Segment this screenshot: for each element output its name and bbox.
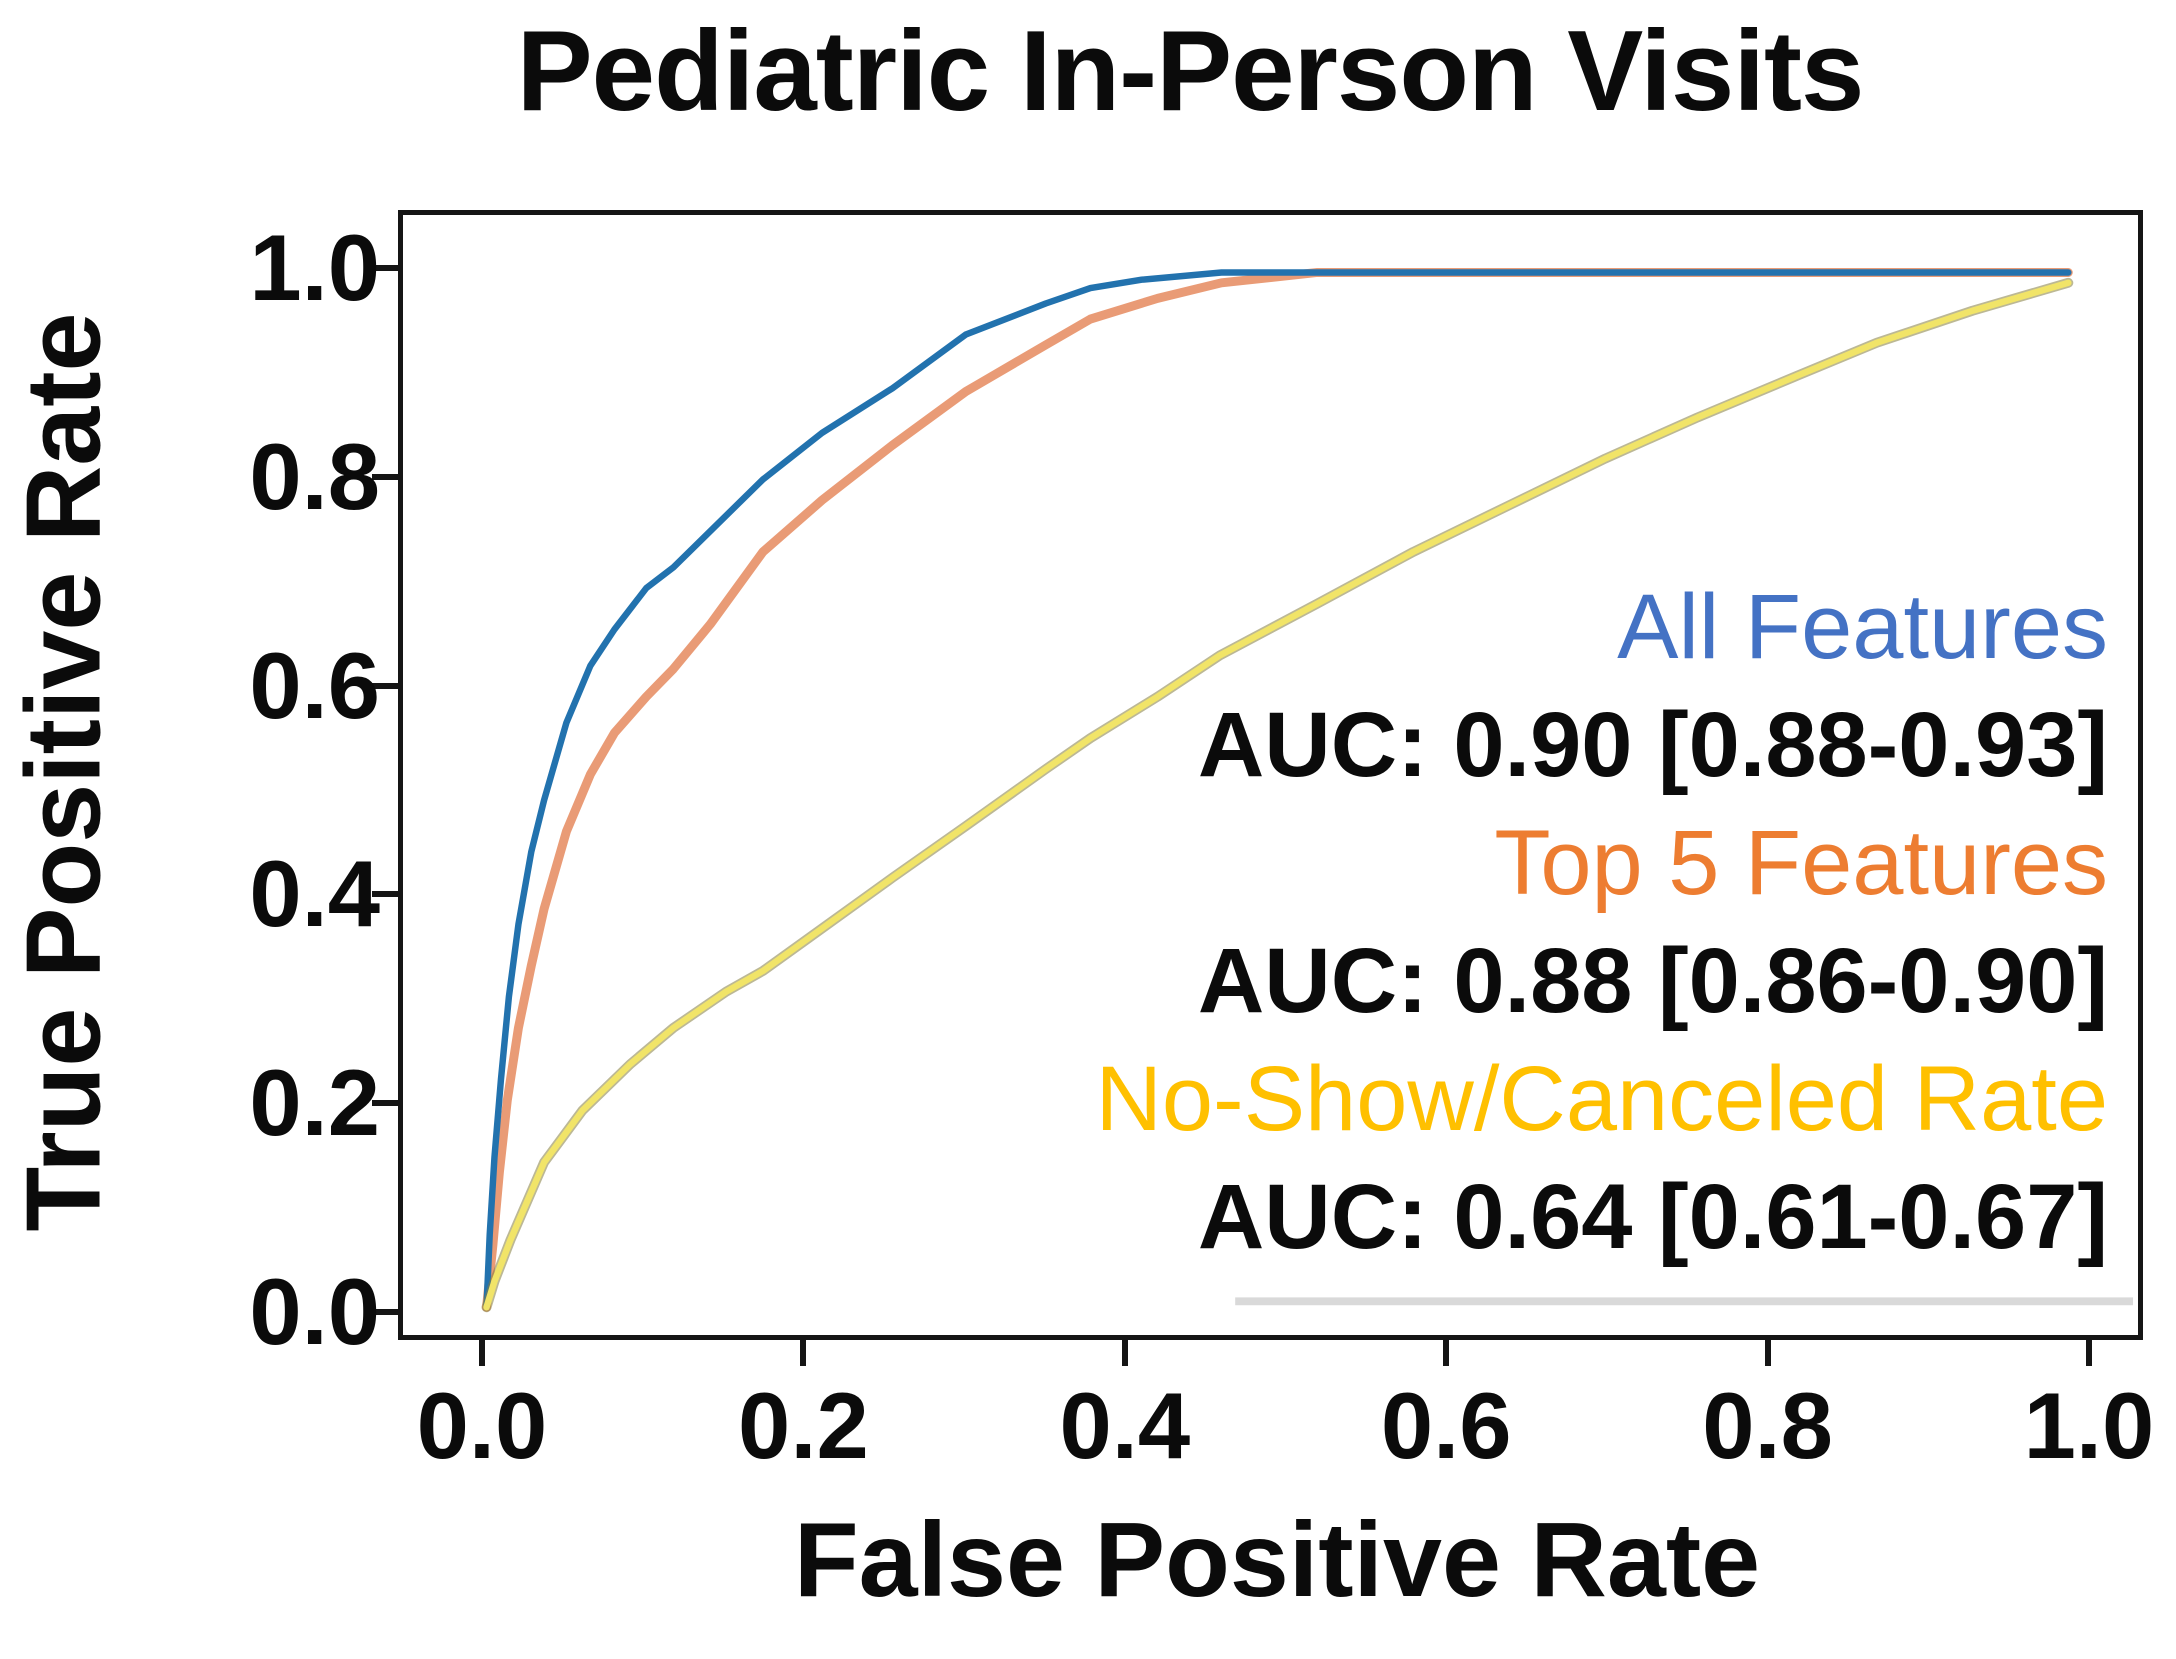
x-tick <box>1121 1340 1128 1366</box>
x-axis-label: False Positive Rate <box>793 1501 1761 1619</box>
legend-auc-noshow-rate: AUC: 0.64 [0.61-0.67] <box>1197 1166 2108 1268</box>
y-tick <box>372 1100 398 1107</box>
y-axis-label: True Positive Rate <box>4 312 123 1232</box>
y-tick-label: 1.0 <box>249 215 380 320</box>
y-tick <box>372 1309 398 1315</box>
legend-label-all-features: All Features <box>1617 576 2108 678</box>
x-tick <box>1764 1340 1771 1366</box>
y-tick <box>372 682 398 689</box>
roc-curve-noshow <box>483 279 2072 1311</box>
legend: All Features AUC: 0.90 [0.88-0.93] Top 5… <box>1095 568 2108 1276</box>
x-tick <box>2086 1340 2092 1366</box>
chart-title: Pediatric In-Person Visits <box>516 8 1865 135</box>
x-tick-label: 0.6 <box>1380 1373 1512 1478</box>
y-tick <box>372 891 398 898</box>
legend-label-top5-features: Top 5 Features <box>1494 812 2108 914</box>
roc-curves-svg <box>481 268 2134 1313</box>
legend-auc-all-features: AUC: 0.90 [0.88-0.93] <box>1197 694 2108 796</box>
y-tick-label: 0.2 <box>249 1050 380 1156</box>
x-tick-label: 0.4 <box>1059 1373 1191 1478</box>
legend-label-noshow-rate: No-Show/Canceled Rate <box>1095 1048 2108 1150</box>
y-tick-label: 0.0 <box>249 1259 380 1364</box>
x-tick <box>479 1340 485 1366</box>
x-tick-label: 0.2 <box>738 1373 869 1478</box>
x-tick-label: 0.8 <box>1702 1373 1833 1478</box>
legend-auc-top5-features: AUC: 0.88 [0.86-0.90] <box>1197 930 2108 1032</box>
x-tick-label: 0.0 <box>416 1373 548 1478</box>
x-tick <box>1443 1340 1450 1366</box>
x-tick <box>800 1340 807 1366</box>
roc-curve-all-features <box>483 269 2072 1311</box>
x-tick-label: 1.0 <box>2023 1373 2155 1478</box>
y-tick <box>372 265 398 271</box>
y-tick-label: 0.4 <box>249 841 380 947</box>
y-tick-label: 0.6 <box>249 632 380 738</box>
plot-area <box>398 210 2143 1340</box>
y-tick <box>372 473 398 480</box>
roc-curve-top5-features <box>482 268 2073 1312</box>
y-tick-label: 0.8 <box>249 423 380 529</box>
